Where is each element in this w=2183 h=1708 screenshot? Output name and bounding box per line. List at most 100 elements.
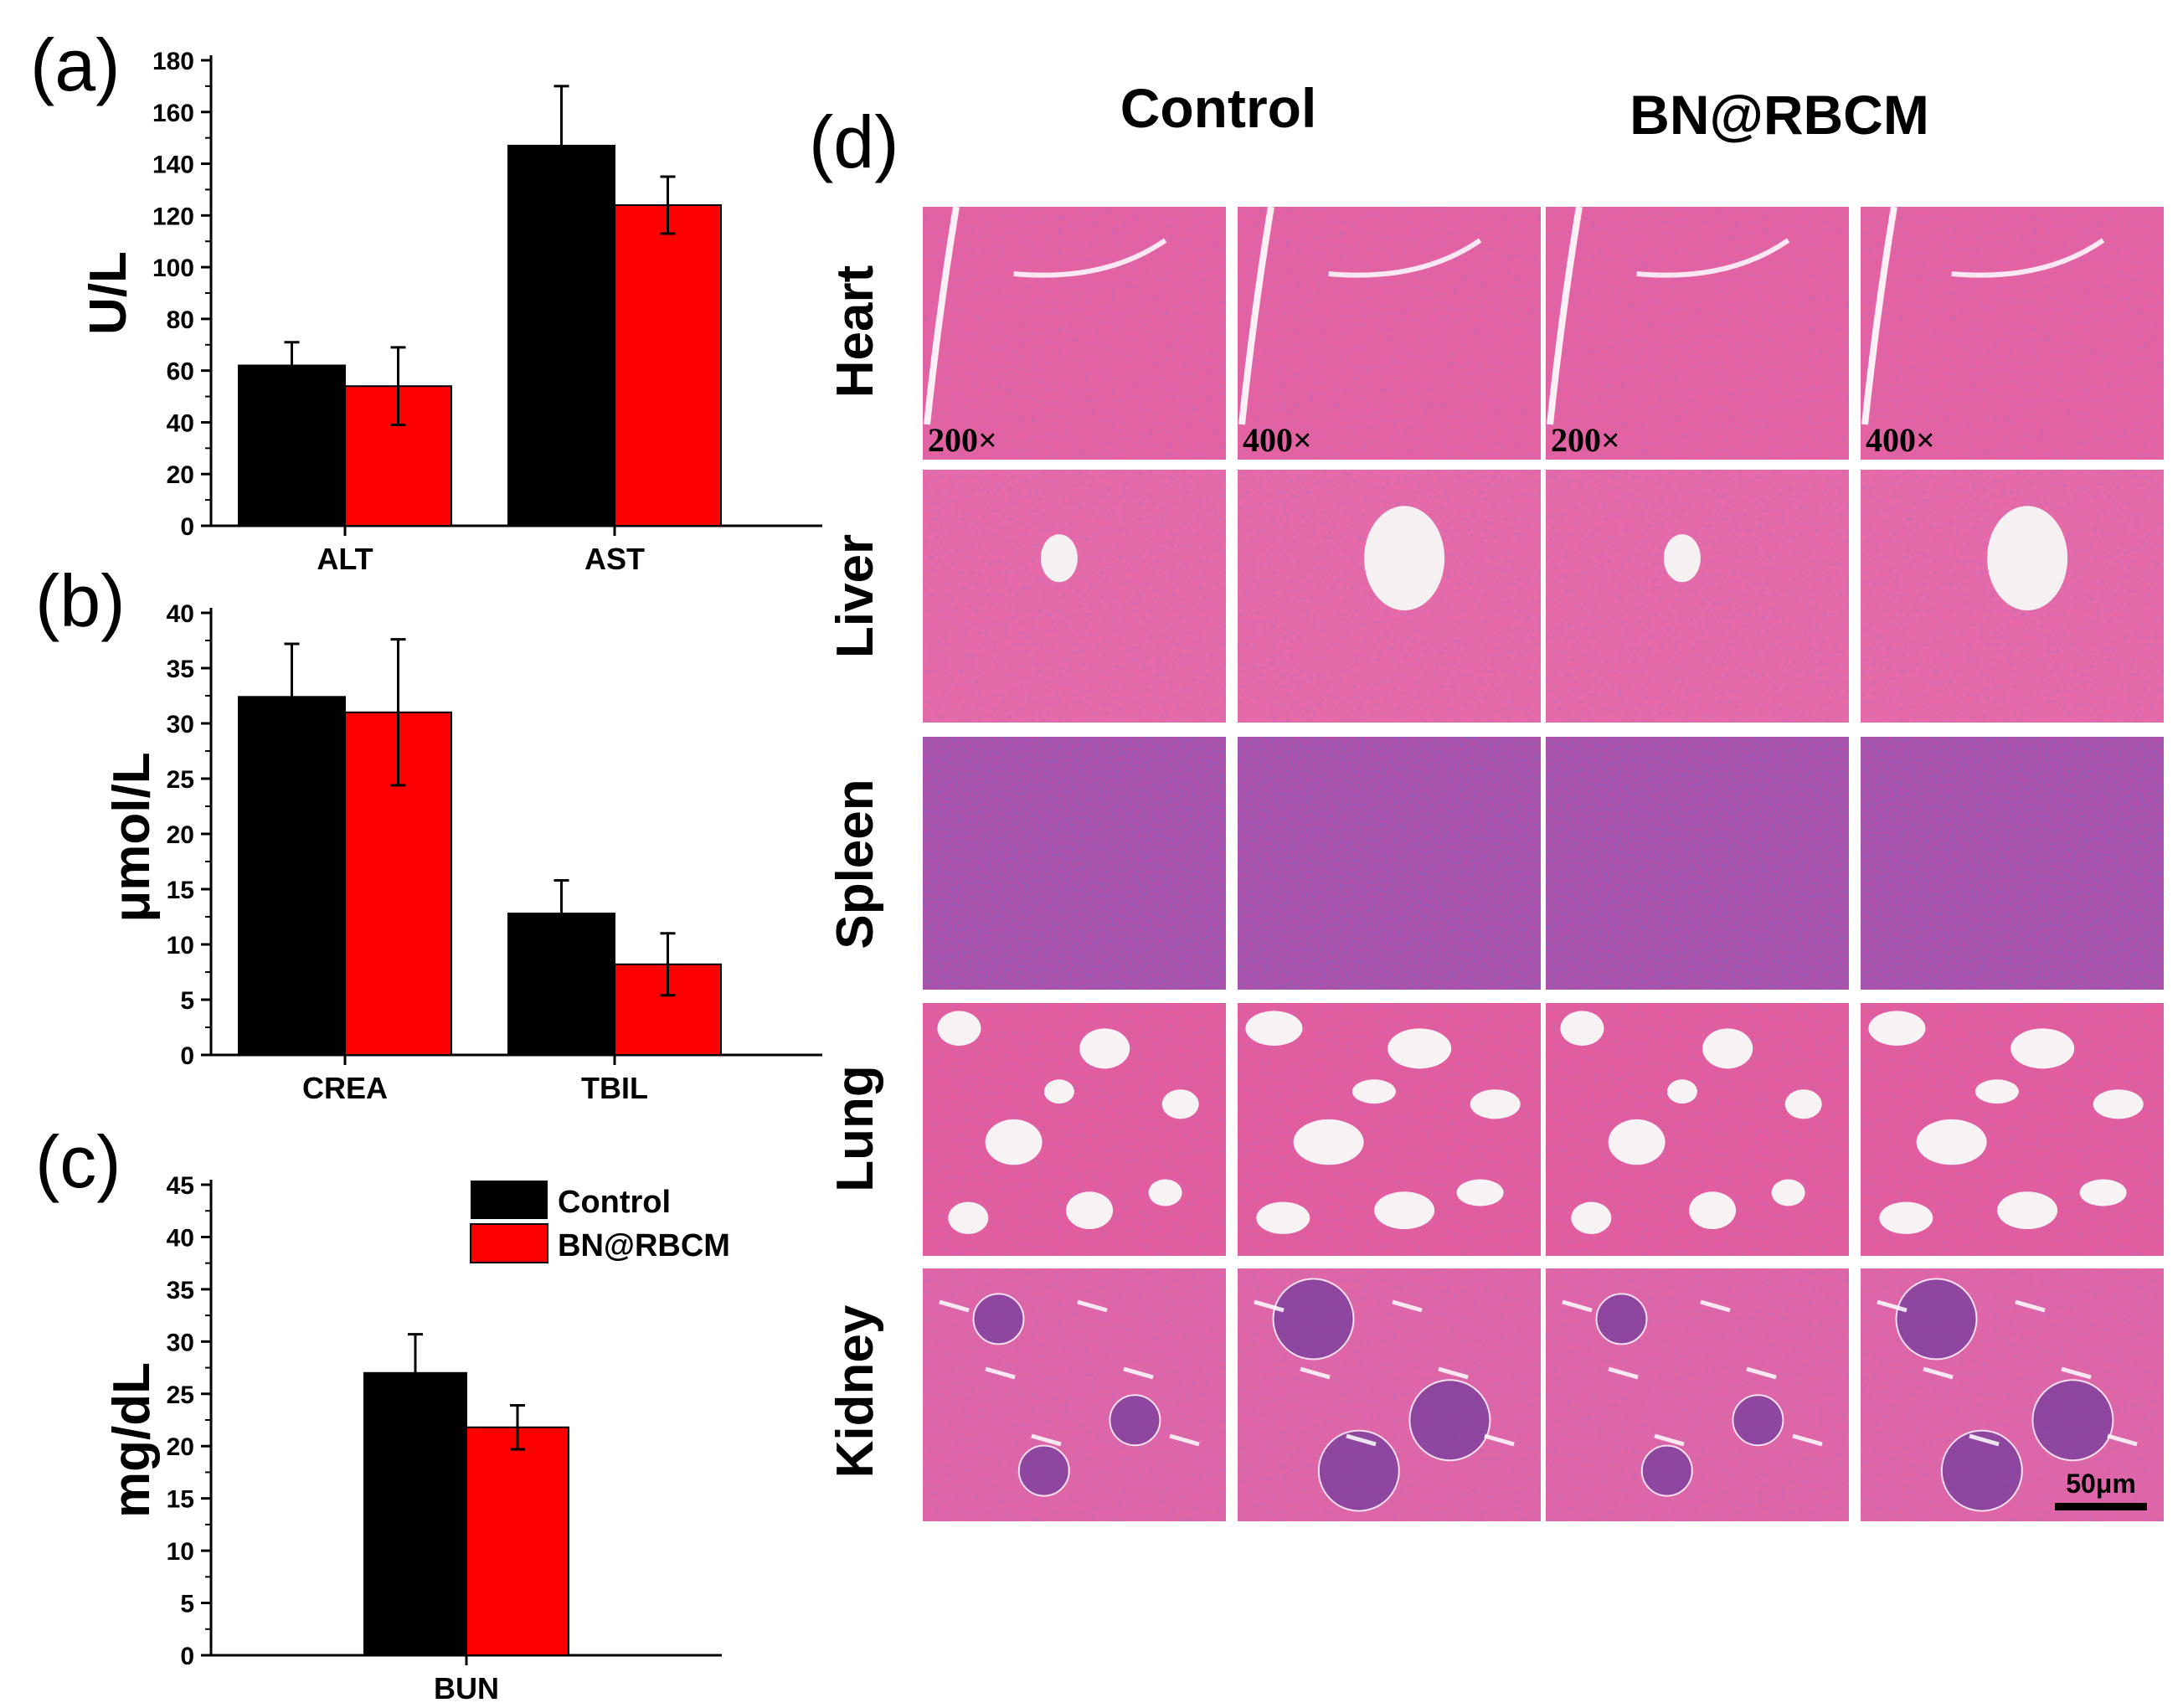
tubule-lumen	[1654, 1433, 1685, 1447]
y-tick-label: 140	[152, 152, 194, 179]
magnification-label: 400×	[1243, 421, 1312, 459]
y-tick-label: 20	[167, 461, 194, 489]
row-label-kidney: Kidney	[826, 1304, 884, 1478]
alveolus	[1702, 1028, 1753, 1069]
tubule-lumen	[1792, 1433, 1823, 1447]
tubule-lumen	[1877, 1299, 1908, 1313]
micrograph-lung-1	[1238, 1003, 1541, 1256]
alveolus	[1245, 1011, 1303, 1046]
tubule-lumen	[1438, 1366, 1469, 1380]
bar	[466, 1426, 569, 1656]
central-vein	[1040, 534, 1078, 583]
x-tick-label: TBIL	[581, 1071, 648, 1105]
alveolus	[985, 1119, 1043, 1165]
micrograph-spleen-1	[1238, 737, 1541, 990]
alveolus	[1256, 1201, 1310, 1234]
magnification-label: 200×	[928, 421, 997, 459]
micrograph-kidney-2	[1546, 1268, 1849, 1521]
micrograph-lung-3	[1861, 1003, 2164, 1256]
legend-label-control: Control	[558, 1185, 671, 1220]
y-tick-label: 25	[167, 766, 194, 794]
alveolus	[1148, 1179, 1182, 1206]
tubule-lumen	[1077, 1299, 1108, 1313]
chart-2: 0 5 10 15 20 25 30 35 40 45 BUN mg/dL	[103, 1172, 722, 1705]
alveolus	[1352, 1079, 1396, 1104]
micrograph-liver-1	[1238, 470, 1541, 723]
magnification-label: 200×	[1551, 421, 1620, 459]
alveolus	[2093, 1089, 2144, 1119]
alveolus	[1079, 1028, 1130, 1069]
y-tick-label: 160	[152, 100, 194, 127]
alveolus	[937, 1011, 981, 1046]
tissue-texture	[923, 737, 1226, 990]
y-tick-label: 10	[167, 1538, 194, 1566]
chart-0: 0 20 40 60 80 100 120 140 160 180 ALT AST U/L	[80, 48, 822, 576]
y-tick-label: 25	[167, 1381, 194, 1409]
central-vein	[1987, 506, 2068, 611]
y-tick-label: 20	[167, 821, 194, 849]
alveolus	[2011, 1028, 2075, 1069]
glomerulus	[2031, 1379, 2114, 1462]
vessel-gap	[924, 206, 960, 425]
y-tick-label: 15	[167, 877, 194, 904]
tubule-lumen	[1969, 1433, 2000, 1447]
vessel-gap	[1013, 238, 1167, 278]
alveolus	[1456, 1179, 1504, 1206]
tissue-texture	[1546, 737, 1849, 990]
y-tick-label: 120	[152, 203, 194, 230]
y-tick-label: 180	[152, 48, 194, 75]
panel-label-a: (a)	[30, 23, 121, 106]
glomerulus	[1595, 1293, 1648, 1345]
tubule-lumen	[1562, 1299, 1593, 1313]
central-vein	[1663, 534, 1701, 583]
alveolus	[948, 1201, 989, 1234]
tubule-lumen	[1300, 1366, 1331, 1380]
y-tick-label: 35	[167, 1277, 194, 1304]
alveolus	[1043, 1079, 1074, 1104]
micrograph-lung-2	[1546, 1003, 1849, 1256]
row-label-liver: Liver	[826, 534, 884, 658]
y-tick-label: 40	[167, 1224, 194, 1252]
alveolus	[1879, 1201, 1933, 1234]
bar	[614, 203, 722, 527]
micrograph-spleen-2	[1546, 737, 1849, 990]
tubule-lumen	[939, 1299, 970, 1313]
y-tick-label: 0	[180, 513, 194, 541]
micrograph-heart-0: 200×	[923, 206, 1226, 460]
tubule-lumen	[1608, 1366, 1639, 1380]
alveolus	[1916, 1119, 1987, 1165]
y-tick-label: 80	[167, 306, 194, 334]
alveolus	[1997, 1191, 2058, 1230]
tissue-texture	[1238, 207, 1541, 460]
vessel-gap	[1547, 206, 1583, 425]
glomerulus	[1895, 1278, 1978, 1361]
tubule-lumen	[2015, 1299, 2046, 1313]
micrograph-kidney-0	[923, 1268, 1226, 1521]
micrograph-kidney-3	[1861, 1268, 2164, 1521]
tubule-lumen	[1123, 1366, 1154, 1380]
row-label-heart: Heart	[826, 265, 884, 399]
bar	[238, 364, 346, 527]
legend-label-bn-rbcm: BN@RBCM	[558, 1228, 730, 1263]
glomerulus	[1408, 1379, 1491, 1462]
vessel-gap	[1951, 238, 2105, 278]
vessel-gap	[1861, 206, 1897, 425]
alveolus	[1771, 1179, 1805, 1206]
tubule-lumen	[2107, 1433, 2138, 1447]
panel-label-b: (b)	[35, 559, 126, 642]
y-tick-label: 45	[167, 1172, 194, 1200]
micrograph-heart-2: 200×	[1546, 206, 1849, 460]
alveolus	[1470, 1089, 1521, 1119]
alveolus	[1974, 1079, 2019, 1104]
alveolus	[1784, 1089, 1822, 1119]
vessel-gap	[1238, 206, 1274, 425]
tubule-lumen	[1346, 1433, 1377, 1447]
tissue-texture	[1238, 737, 1541, 990]
micrograph-liver-3	[1861, 470, 2164, 723]
micrograph-liver-2	[1546, 470, 1849, 723]
micrograph-lung-0	[923, 1003, 1226, 1256]
tissue-texture	[923, 207, 1226, 460]
y-tick-label: 100	[152, 255, 194, 282]
